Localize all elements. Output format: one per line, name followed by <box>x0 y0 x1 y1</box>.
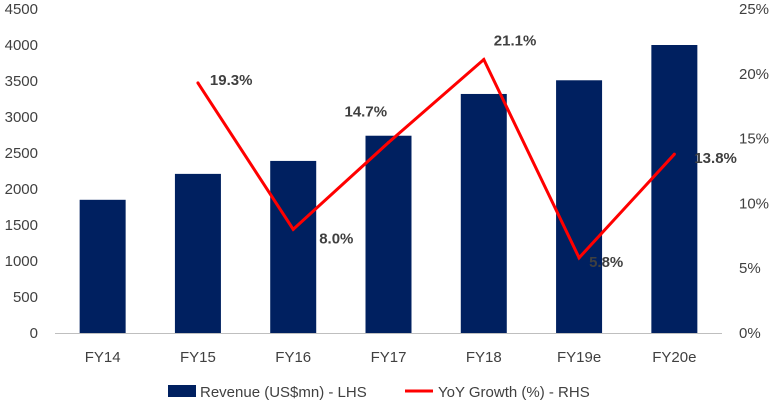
legend-bar-label: Revenue (US$mn) - LHS <box>200 384 367 400</box>
x-tick-label: FY15 <box>180 349 216 366</box>
bar <box>651 45 698 333</box>
y-right-tick-label: 5% <box>739 260 761 277</box>
bar <box>270 160 317 333</box>
growth-point <box>196 81 200 85</box>
growth-point <box>577 256 581 260</box>
x-tick-label: FY20e <box>652 349 696 366</box>
x-tick-label: FY19e <box>557 349 601 366</box>
bar <box>365 135 412 333</box>
y-right-tick-label: 20% <box>739 66 769 83</box>
growth-data-label: 21.1% <box>494 33 537 50</box>
legend-line-label: YoY Growth (%) - RHS <box>438 384 590 400</box>
y-left-tick-label: 2500 <box>5 145 38 162</box>
y-left-tick-label: 4500 <box>5 1 38 18</box>
y-left-tick-label: 2000 <box>5 181 38 198</box>
growth-data-label: 5.8% <box>589 254 623 271</box>
growth-data-label: 13.8% <box>694 150 737 167</box>
x-tick-label: FY14 <box>85 349 121 366</box>
growth-data-label: 19.3% <box>210 72 253 89</box>
y-left-tick-label: 500 <box>13 289 38 306</box>
bar <box>556 80 603 333</box>
y-left-tick-label: 4000 <box>5 37 38 54</box>
y-right-tick-label: 0% <box>739 325 761 342</box>
y-right-tick-label: 25% <box>739 1 769 18</box>
y-left-tick-label: 1000 <box>5 253 38 270</box>
y-left-tick-label: 3000 <box>5 109 38 126</box>
growth-point <box>672 152 676 156</box>
growth-data-label: 8.0% <box>319 230 353 247</box>
y-left-tick-label: 3500 <box>5 73 38 90</box>
growth-data-label: 14.7% <box>345 103 388 120</box>
x-tick-label: FY17 <box>371 349 407 366</box>
growth-point <box>387 140 390 144</box>
y-right-tick-label: 15% <box>739 131 769 148</box>
y-left-tick-label: 0 <box>30 325 38 342</box>
x-tick-label: FY18 <box>466 349 502 366</box>
y-left-tick-label: 1500 <box>5 217 38 234</box>
growth-point <box>291 227 295 231</box>
growth-point <box>482 58 486 62</box>
y-right-tick-label: 10% <box>739 195 769 212</box>
x-tick-label: FY16 <box>275 349 311 366</box>
bar <box>174 173 221 333</box>
legend-bar-swatch <box>168 385 196 397</box>
bar <box>79 199 126 333</box>
bar <box>460 93 507 334</box>
growth-line <box>196 57 676 261</box>
